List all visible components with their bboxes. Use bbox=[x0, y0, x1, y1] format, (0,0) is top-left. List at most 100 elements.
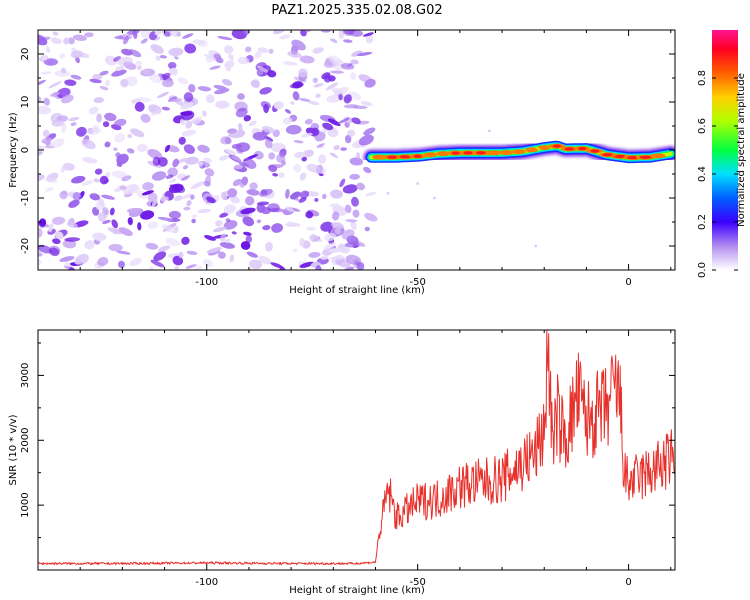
noise-blob bbox=[47, 223, 54, 233]
colorbar-tick-label: 0.0 bbox=[697, 262, 708, 278]
noise-blob bbox=[245, 196, 255, 206]
noise-blob bbox=[312, 47, 324, 54]
noise-blob bbox=[285, 206, 295, 212]
noise-blob bbox=[221, 78, 233, 86]
noise-blob bbox=[215, 100, 230, 109]
signal-peak-core bbox=[564, 147, 575, 151]
noise-blob bbox=[99, 85, 109, 91]
noise-blob bbox=[330, 38, 338, 43]
noise-blob bbox=[352, 209, 360, 218]
noise-blob bbox=[96, 113, 103, 123]
noise-blob bbox=[206, 247, 222, 254]
noise-speck bbox=[534, 244, 538, 248]
noise-blob bbox=[159, 55, 167, 59]
noise-blob bbox=[320, 255, 329, 260]
noise-blob bbox=[70, 74, 82, 80]
noise-blob bbox=[365, 34, 374, 44]
signal-peak-core bbox=[614, 154, 626, 159]
noise-blob bbox=[364, 226, 370, 232]
colorbar-label: Normalized spectral amplitude bbox=[736, 73, 747, 227]
signal-peak-core bbox=[413, 154, 422, 158]
noise-blob bbox=[105, 172, 111, 178]
noise-blob bbox=[330, 70, 344, 74]
noise-blob bbox=[51, 119, 64, 127]
noise-blob bbox=[48, 81, 62, 89]
noise-blob bbox=[272, 173, 279, 177]
noise-blob bbox=[151, 171, 167, 181]
noise-speck bbox=[433, 196, 436, 200]
colorbar-tick-label: 0.2 bbox=[697, 214, 708, 230]
noise-blob bbox=[50, 37, 62, 45]
noise-blob bbox=[282, 117, 293, 125]
noise-blob bbox=[60, 94, 74, 104]
noise-blob bbox=[141, 190, 154, 196]
noise-blob bbox=[292, 248, 298, 253]
colorbar-tick-label: 0.6 bbox=[697, 118, 708, 134]
noise-blob bbox=[333, 145, 340, 151]
noise-blob bbox=[256, 219, 262, 224]
noise-blob bbox=[59, 256, 75, 262]
y-tick-label: 2000 bbox=[20, 428, 31, 453]
noise-blob bbox=[290, 100, 295, 105]
colorbar: 0.0 0.2 0.4 0.6 0.8 Normalized spectral ampl… bbox=[697, 30, 747, 278]
noise-blob bbox=[284, 109, 292, 114]
noise-blob bbox=[147, 221, 159, 229]
noise-blob bbox=[334, 228, 341, 235]
noise-blob bbox=[323, 75, 331, 83]
noise-blob bbox=[321, 128, 328, 133]
noise-blob bbox=[180, 111, 193, 116]
noise-blob bbox=[45, 46, 51, 54]
noise-blob bbox=[308, 101, 320, 106]
noise-blob bbox=[172, 255, 184, 266]
noise-blob bbox=[259, 87, 272, 95]
noise-blob bbox=[271, 223, 283, 233]
noise-blob bbox=[81, 138, 96, 150]
signal-peak bbox=[485, 150, 502, 156]
noise-blob bbox=[224, 238, 231, 243]
snr-x-label: Height of straight line (km) bbox=[289, 585, 425, 596]
noise-blob bbox=[362, 32, 374, 37]
noise-blob bbox=[235, 129, 246, 137]
noise-blob bbox=[62, 239, 77, 249]
noise-blob bbox=[337, 117, 350, 124]
noise-blob bbox=[182, 165, 189, 170]
snr-y-label: SNR (10 * v/v) bbox=[8, 414, 19, 485]
noise-blob bbox=[126, 208, 141, 213]
noise-blob bbox=[148, 265, 154, 270]
noise-blob bbox=[127, 217, 133, 226]
signal-band bbox=[362, 137, 675, 167]
noise-blob bbox=[245, 235, 252, 244]
noise-blob bbox=[184, 43, 197, 54]
noise-blob bbox=[104, 79, 111, 87]
noise-blob bbox=[38, 79, 46, 86]
noise-blob bbox=[328, 247, 344, 253]
noise-blob bbox=[156, 91, 170, 99]
noise-blob bbox=[228, 53, 234, 61]
noise-blob bbox=[149, 74, 164, 83]
noise-blob bbox=[111, 219, 118, 229]
noise-blob bbox=[225, 218, 231, 223]
noise-blob bbox=[76, 126, 87, 137]
noise-blob bbox=[258, 255, 272, 265]
y-tick-label: 10 bbox=[20, 96, 31, 109]
noise-blob bbox=[215, 220, 223, 227]
noise-blob bbox=[186, 200, 192, 207]
noise-blob bbox=[365, 191, 377, 197]
noise-blob bbox=[203, 259, 213, 267]
noise-blob bbox=[198, 161, 204, 167]
noise-blob bbox=[112, 170, 127, 179]
noise-blob bbox=[287, 51, 302, 58]
noise-blob bbox=[165, 238, 180, 247]
noise-blob bbox=[267, 70, 277, 78]
x-tick-label: -50 bbox=[409, 277, 425, 288]
noise-blob bbox=[97, 256, 109, 267]
noise-blob bbox=[109, 207, 115, 216]
noise-blob bbox=[162, 79, 174, 88]
noise-blob bbox=[350, 221, 357, 230]
noise-blob bbox=[239, 183, 245, 188]
noise-blob bbox=[351, 196, 359, 207]
noise-blob bbox=[308, 251, 321, 258]
noise-blob bbox=[209, 65, 221, 70]
noise-blob bbox=[89, 193, 101, 201]
noise-blob bbox=[320, 30, 331, 33]
